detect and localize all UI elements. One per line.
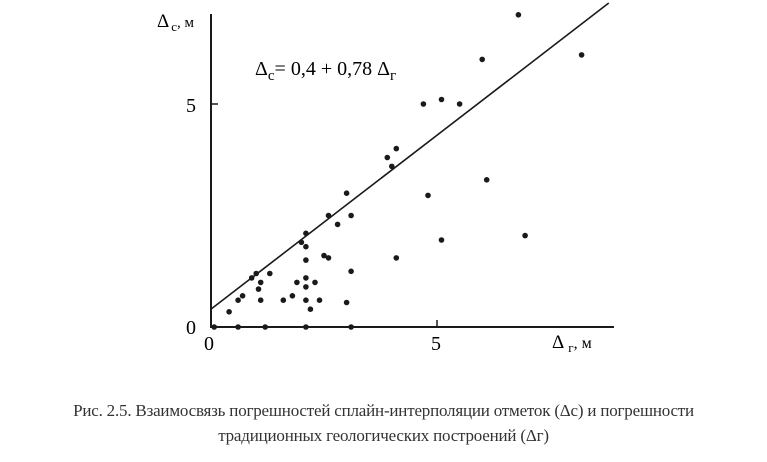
data-point: [303, 297, 309, 304]
data-point: [343, 190, 350, 196]
data-point: [325, 212, 332, 219]
data-point: [456, 101, 463, 107]
data-point: [253, 270, 259, 277]
data-point: [334, 221, 341, 228]
data-point: [303, 284, 309, 290]
data-point: [425, 192, 431, 199]
data-point: [257, 297, 264, 304]
regression-equation: Δс= 0,4 + 0,78 Δг: [255, 58, 396, 84]
data-point: [298, 239, 305, 246]
data-point: [257, 279, 264, 286]
data-point: [325, 255, 332, 261]
data-point: [235, 297, 241, 304]
data-point: [393, 255, 400, 261]
caption-line-1: Рис. 2.5. Взаимосвязь погрешностей сплай…: [73, 401, 694, 420]
data-point: [343, 299, 350, 306]
data-point: [289, 293, 296, 299]
figure-caption: Рис. 2.5. Взаимосвязь погрешностей сплай…: [0, 398, 767, 448]
data-point: [239, 293, 246, 299]
y-tick-label-5: 5: [186, 95, 196, 117]
data-point: [262, 324, 269, 330]
data-point: [294, 279, 300, 286]
data-point: [303, 230, 309, 237]
data-points: [211, 12, 585, 330]
data-point: [280, 297, 287, 304]
data-point: [389, 163, 395, 170]
data-point: [438, 237, 445, 243]
data-point: [393, 145, 400, 152]
data-point: [255, 286, 262, 292]
data-point: [303, 324, 309, 330]
data-point: [483, 177, 490, 183]
data-point: [226, 309, 232, 315]
data-point: [248, 275, 255, 281]
x-tick-label-0: 0: [204, 333, 214, 355]
x-tick-label-5: 5: [431, 333, 441, 355]
caption-line-2: традиционных геологических построений (Δ…: [218, 426, 549, 445]
data-point: [316, 297, 323, 304]
data-point: [235, 324, 241, 330]
data-point: [321, 252, 327, 259]
data-point: [578, 52, 585, 58]
data-point: [211, 324, 217, 330]
data-point: [303, 257, 309, 263]
data-point: [303, 243, 309, 250]
data-point: [479, 56, 486, 63]
y-tick-label-0: 0: [186, 317, 196, 339]
data-point: [348, 268, 354, 275]
regression-line: [210, 2, 610, 310]
data-point: [307, 306, 314, 313]
data-point: [267, 270, 273, 277]
data-point: [303, 275, 309, 281]
data-point: [438, 96, 445, 103]
data-point: [312, 279, 318, 286]
data-point: [420, 101, 427, 107]
data-point: [348, 324, 354, 330]
axes: [210, 14, 614, 328]
data-point: [384, 154, 391, 161]
data-point: [522, 232, 528, 239]
data-point: [348, 212, 354, 219]
data-point: [515, 12, 522, 18]
